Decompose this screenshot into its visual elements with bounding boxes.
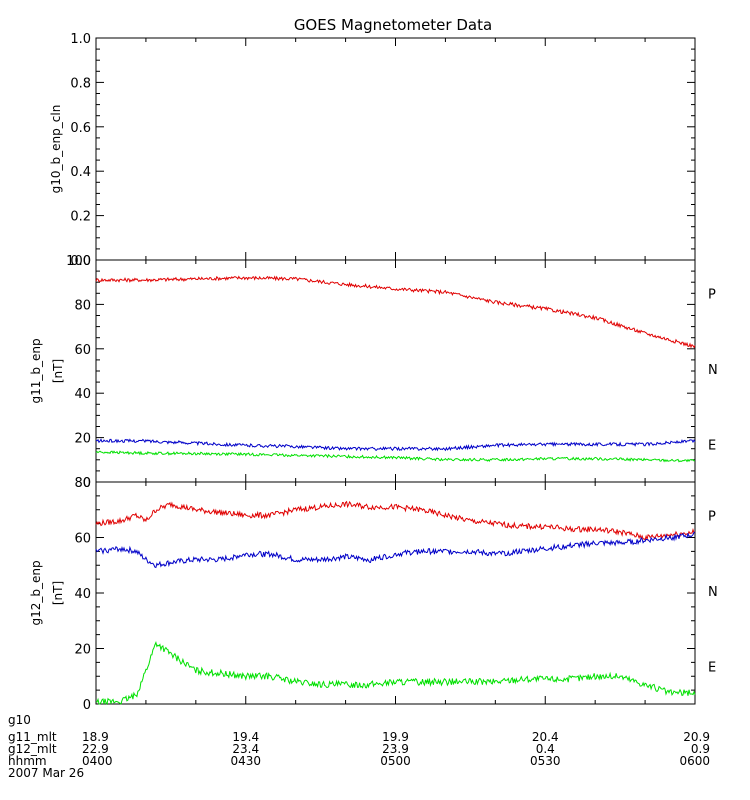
y-tick-label: 0: [83, 698, 91, 713]
x-tick-label-g11_mlt: 18.9: [82, 730, 109, 744]
series-line-P: [95, 500, 696, 542]
y-tick-label: 0.8: [70, 76, 91, 91]
x-tick-label-g12_mlt: 22.9: [82, 742, 109, 756]
y-tick-label: 60: [74, 532, 91, 547]
series-line-E: [95, 531, 696, 569]
x-row-label: hhmm: [8, 754, 47, 768]
x-row-label: g10: [8, 713, 31, 727]
y-axis-label: g12_b_enp: [29, 560, 43, 625]
x-row-label: g12_mlt: [8, 742, 57, 756]
y-tick-label: 100: [66, 254, 91, 269]
panel-2: 0 20 40 60 80 100 g11_b_enp [nT] P N E: [29, 254, 718, 491]
legend-N: N: [708, 585, 718, 600]
series-line-N: [95, 640, 696, 706]
y-tick-label: 0.0: [70, 254, 91, 269]
x-tick-label-hhmm: 0500: [380, 754, 411, 768]
legend-E: E: [708, 660, 716, 675]
panel-3: 0 20 40 60 80 g12_b_enp [nT] P N E: [29, 476, 718, 713]
chart-title: GOES Magnetometer Data: [294, 16, 492, 34]
x-row-label: 2007 Mar 26: [8, 766, 84, 780]
panel-frame: [95, 37, 696, 261]
x-tick-label-g11_mlt: 20.9: [683, 730, 710, 744]
series-line-N: [95, 450, 696, 463]
y-tick-label: 0: [83, 476, 91, 491]
x-tick-label-g11_mlt: 19.4: [232, 730, 259, 744]
legend-E: E: [708, 438, 716, 453]
y-tick-label: 0.4: [70, 165, 91, 180]
series-line-E: [95, 438, 696, 452]
x-row-label: g11_mlt: [8, 730, 57, 744]
x-tick-label-g12_mlt: 23.9: [382, 742, 409, 756]
series-line-P: [95, 275, 696, 349]
legend-P: P: [708, 509, 716, 524]
panel-frame: [95, 481, 696, 705]
legend-N: N: [708, 363, 718, 378]
y-tick-label: 0.6: [70, 121, 91, 136]
x-tick-label-g11_mlt: 20.4: [532, 730, 559, 744]
x-tick-label-hhmm: 0400: [82, 754, 113, 768]
y-axis-unit: [nT]: [51, 581, 65, 605]
y-tick-label: 0.2: [70, 210, 91, 225]
x-tick-label-g12_mlt: 0.4: [536, 742, 555, 756]
legend-P: P: [708, 287, 716, 302]
x-tick-label-g12_mlt: 23.4: [232, 742, 259, 756]
panel-frame: [95, 259, 696, 483]
y-axis-label: g10_b_enp_cln: [49, 105, 63, 194]
y-tick-label: 20: [74, 432, 91, 447]
chart-panels: 0.0 0.2 0.4 0.6 0.8 1.0 g10_b_enp_cln 0 20 40 60 80…: [29, 32, 718, 713]
x-tick-label-hhmm: 0600: [679, 754, 710, 768]
y-tick-label: 40: [74, 587, 91, 602]
x-tick-label-g12_mlt: 0.9: [691, 742, 710, 756]
y-tick-label: 40: [74, 387, 91, 402]
y-axis-unit: [nT]: [51, 359, 65, 383]
y-tick-label: 60: [74, 343, 91, 358]
y-axis-label: g11_b_enp: [29, 338, 43, 403]
y-tick-label: 80: [74, 476, 91, 491]
y-tick-label: 1.0: [70, 32, 91, 47]
panel-1: 0.0 0.2 0.4 0.6 0.8 1.0 g10_b_enp_cln: [49, 32, 696, 269]
y-tick-label: 20: [74, 643, 91, 658]
x-tick-label-hhmm: 0430: [230, 754, 261, 768]
x-tick-label-g11_mlt: 19.9: [382, 730, 409, 744]
y-tick-label: 80: [74, 298, 91, 313]
x-tick-label-hhmm: 0530: [530, 754, 561, 768]
